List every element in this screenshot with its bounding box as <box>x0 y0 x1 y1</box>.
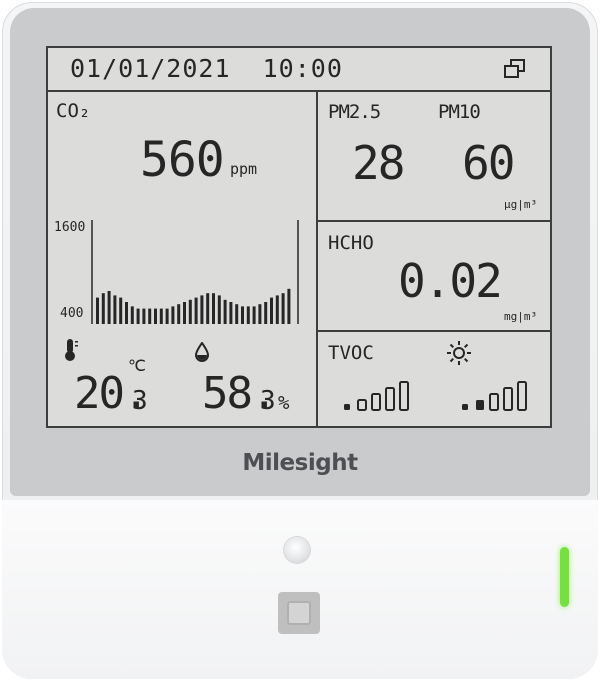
hcho-divider <box>316 330 550 332</box>
tvoc-level-bars <box>344 381 409 411</box>
light-level-segment <box>476 400 484 410</box>
column-divider <box>316 90 318 426</box>
temperature-decimal: 3 <box>132 386 148 416</box>
co2-history-bar <box>246 306 250 324</box>
co2-history-bar <box>148 308 152 324</box>
tvoc-label: TVOC <box>328 342 374 364</box>
brand-logo: Milesight <box>242 450 358 476</box>
co2-history-bar <box>223 299 227 324</box>
temperature-unit: ℃ <box>128 356 146 375</box>
co2-history-bar <box>96 297 99 324</box>
tvoc-level-segment <box>399 381 409 411</box>
co2-history-bar <box>107 291 111 324</box>
status-led <box>560 547 569 607</box>
hcho-unit: mg|m³ <box>504 310 538 323</box>
lcd-screen: 01/01/2021 10:00 CO₂ 560 ppm 1600 400 ℃ … <box>46 46 552 428</box>
co2-history-bar <box>287 288 291 324</box>
co2-history-bar <box>136 308 140 324</box>
co2-history-bar <box>241 306 244 324</box>
pm10-value: 60 <box>462 136 515 190</box>
humidity-value: 58. <box>202 368 277 419</box>
hcho-value: 0.02 <box>398 254 503 308</box>
co2-history-bar <box>159 308 163 324</box>
device-button[interactable] <box>278 592 320 634</box>
hcho-label: HCHO <box>328 232 374 254</box>
co2-history-bar <box>177 304 181 324</box>
co2-history-bar <box>270 297 273 324</box>
sun-icon <box>446 340 472 370</box>
co2-history-bar <box>154 308 157 324</box>
pm25-label: PM2.5 <box>328 101 381 123</box>
light-sensor <box>284 537 310 563</box>
droplet-icon <box>194 341 210 366</box>
co2-history-bar <box>235 304 239 324</box>
light-level-bars <box>462 381 527 411</box>
co2-history-bar <box>125 302 128 324</box>
co2-history-bar <box>130 306 134 324</box>
co2-history-bar <box>188 299 192 324</box>
tvoc-level-segment <box>371 393 381 411</box>
co2-history-bar <box>258 304 262 324</box>
co2-history-bar <box>264 302 268 324</box>
light-level-segment <box>489 393 499 411</box>
tvoc-level-segment <box>385 387 395 411</box>
graph-min-label: 400 <box>60 306 84 321</box>
co2-history-bar <box>281 293 285 324</box>
co2-unit: ppm <box>230 160 258 178</box>
thermometer-icon <box>62 338 80 366</box>
co2-history-bar <box>217 295 221 324</box>
graph-max-label: 1600 <box>54 220 86 235</box>
light-level-segment <box>517 381 527 411</box>
co2-trend-graph <box>91 220 299 324</box>
humidity-unit: % <box>278 392 290 414</box>
button-face <box>287 601 311 625</box>
co2-history-bar <box>171 306 175 324</box>
tvoc-level-segment <box>357 399 367 411</box>
pm-unit: μg|m³ <box>504 198 538 211</box>
co2-label: CO₂ <box>56 100 91 122</box>
co2-history-bar <box>212 293 215 324</box>
pm25-value: 28 <box>352 136 405 190</box>
co2-value: 560 <box>140 132 225 188</box>
tvoc-level-segment <box>344 404 350 410</box>
temperature-value: 20. <box>74 368 149 419</box>
co2-history-bar <box>200 295 204 324</box>
header-divider <box>48 90 550 92</box>
light-level-segment <box>503 387 513 411</box>
pm10-label: PM10 <box>438 101 481 123</box>
co2-history-bar <box>275 295 279 324</box>
co2-history-bar <box>142 308 146 324</box>
co2-history-bar <box>252 306 256 324</box>
humidity-decimal: 3 <box>260 386 276 416</box>
windows-icon <box>504 59 526 79</box>
co2-history-bar <box>229 302 233 324</box>
light-level-segment <box>462 404 468 410</box>
pm-divider <box>316 220 550 222</box>
co2-history-bar <box>194 297 198 324</box>
co2-history-bar <box>119 297 123 324</box>
datetime-display: 01/01/2021 10:00 <box>70 54 343 83</box>
co2-history-bar <box>183 302 186 324</box>
co2-history-bar <box>206 293 210 324</box>
co2-history-bar <box>101 293 105 324</box>
device-lower-panel <box>2 500 598 679</box>
co2-history-bar <box>113 295 117 324</box>
co2-history-bar <box>165 308 169 324</box>
